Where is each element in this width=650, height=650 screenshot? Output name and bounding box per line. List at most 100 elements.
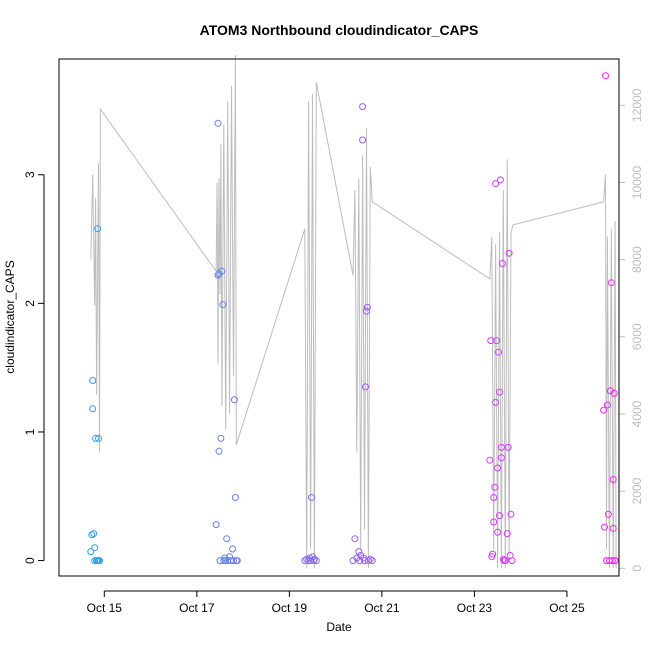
data-point [505, 249, 513, 257]
data-point [96, 557, 103, 565]
data-point [233, 557, 241, 565]
data-point [611, 557, 619, 565]
data-point [496, 512, 503, 520]
data-point [90, 530, 98, 538]
data-point [495, 348, 502, 356]
data-point [363, 303, 371, 311]
data-point [609, 524, 617, 532]
x-axis-label: Date [326, 620, 352, 634]
data-point [94, 225, 102, 233]
data-point [212, 521, 220, 529]
data-point [609, 476, 617, 483]
data-point [222, 557, 230, 565]
y-axis-label: cloudindicator_CAPS [3, 260, 17, 373]
y-tick-label: 3 [23, 171, 37, 178]
data-point [351, 535, 359, 543]
data-point [610, 389, 618, 397]
data-point [91, 544, 99, 552]
data-point [91, 557, 99, 565]
data-point [508, 557, 516, 565]
data-point [494, 464, 502, 472]
data-point [486, 456, 494, 464]
data-point [504, 443, 512, 451]
data-point [496, 176, 504, 184]
right-axis-series-line [90, 55, 617, 569]
data-point [602, 72, 609, 80]
data-point [92, 434, 100, 442]
data-point [366, 555, 374, 563]
data-point [604, 510, 612, 518]
data-point [368, 557, 376, 565]
data-point [310, 557, 317, 565]
data-point [230, 396, 238, 404]
x-tick-label: Oct 19 [272, 601, 308, 615]
data-point [507, 510, 515, 518]
data-point [497, 454, 505, 462]
data-point [230, 557, 237, 565]
data-point [499, 555, 507, 563]
data-point [601, 523, 608, 531]
data-point [214, 271, 222, 279]
data-point [364, 557, 372, 565]
data-point [607, 279, 615, 287]
y2-tick-label: 8000 [630, 246, 644, 273]
data-point [498, 260, 506, 267]
series-line [90, 55, 617, 569]
data-point [490, 518, 498, 526]
data-point [503, 530, 511, 538]
data-point [217, 434, 225, 442]
data-point [489, 550, 497, 558]
data-point [600, 406, 608, 414]
data-point [310, 555, 318, 563]
data-point [89, 377, 97, 384]
data-point [355, 548, 363, 556]
data-point [88, 531, 96, 539]
data-point [87, 548, 95, 556]
data-point [492, 398, 500, 406]
data-point [492, 180, 500, 188]
plot-frame [58, 58, 620, 577]
data-point [218, 267, 226, 275]
data-point [308, 494, 315, 501]
data-point [312, 557, 320, 565]
data-point [493, 337, 501, 345]
y-tick-label: 0 [23, 557, 37, 564]
data-point [491, 483, 499, 491]
y2-tick-label: 4000 [630, 400, 644, 427]
y-tick-label: 1 [23, 428, 37, 435]
data-point [229, 545, 236, 553]
data-point [359, 103, 367, 111]
data-point [226, 553, 234, 561]
y2-tick-label: 10000 [630, 165, 644, 199]
data-point [608, 557, 616, 565]
data-point [359, 136, 367, 144]
data-point [494, 528, 502, 536]
data-point [95, 434, 102, 442]
data-point [223, 535, 231, 543]
chart-title: ATOM3 Northbound cloudindicator_CAPS [200, 22, 479, 38]
data-point [231, 494, 239, 501]
data-point [219, 301, 227, 309]
data-point [496, 388, 503, 396]
data-point [490, 494, 498, 501]
data-point [363, 307, 370, 315]
scatter-points [87, 72, 619, 565]
x-tick-label: Oct 15 [87, 601, 123, 615]
y2-tick-label: 2000 [630, 477, 644, 504]
data-point [214, 119, 222, 127]
x-tick-label: Oct 21 [364, 601, 400, 615]
y2-tick-label: 0 [630, 565, 644, 572]
data-point [89, 405, 97, 413]
data-point [215, 447, 223, 455]
x-tick-label: Oct 23 [457, 601, 493, 615]
x-tick-label: Oct 17 [179, 601, 215, 615]
x-tick-label: Oct 25 [549, 601, 585, 615]
y-tick-label: 2 [23, 300, 37, 307]
data-point [362, 383, 369, 391]
data-point [603, 401, 611, 409]
y2-tick-label: 12000 [630, 88, 644, 122]
data-point [501, 557, 509, 565]
y2-tick-label: 6000 [630, 323, 644, 350]
